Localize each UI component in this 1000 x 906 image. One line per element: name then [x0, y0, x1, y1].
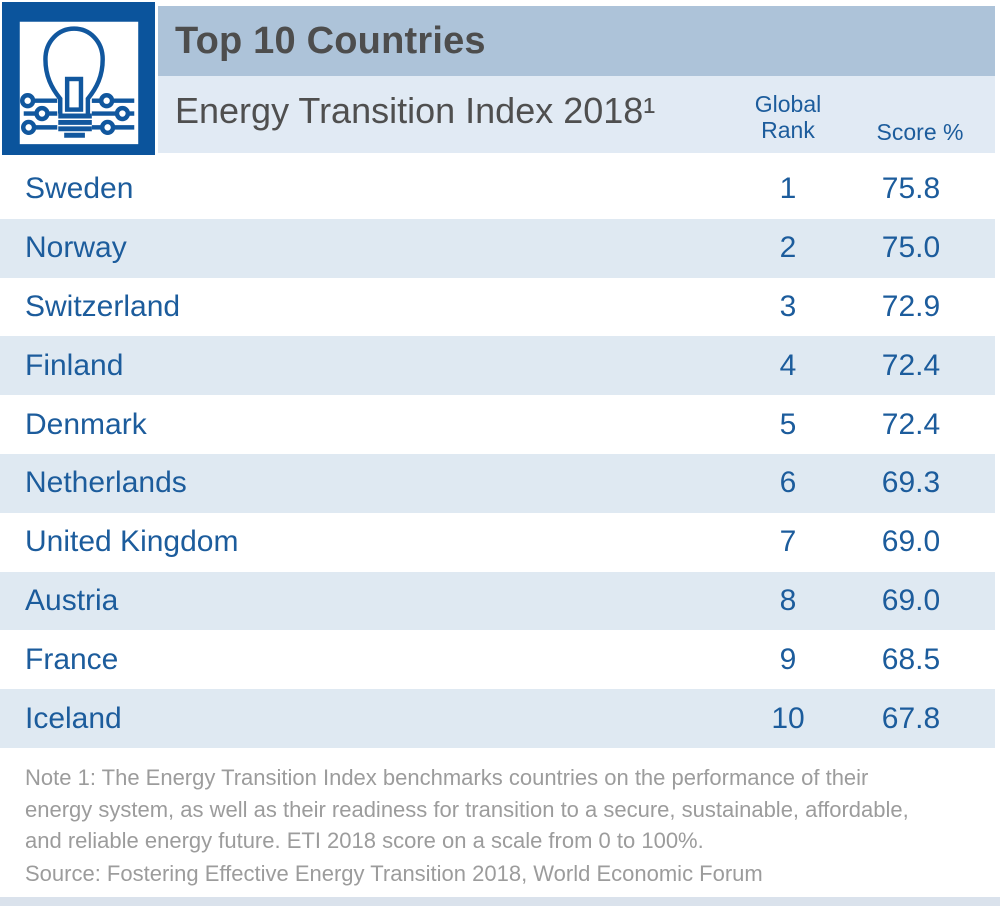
score-value: 68.5	[881, 642, 941, 676]
page-title: Top 10 Countries	[175, 19, 486, 62]
table-row: United Kingdom 7 69.0	[0, 513, 995, 572]
table-row: Austria 8 69.0	[0, 571, 995, 631]
country-name: France	[25, 642, 119, 676]
country-name: Sweden	[25, 172, 134, 206]
score-value: 69.0	[881, 583, 941, 617]
table-row: Norway 2 75.0	[0, 218, 995, 278]
note-line: Note 1: The Energy Transition Index benc…	[25, 765, 869, 790]
table-row: France 9 68.5	[0, 630, 995, 689]
score-value: 72.4	[881, 407, 941, 441]
table-row: Sweden 1 75.8	[0, 160, 995, 219]
note-line: and reliable energy future. ETI 2018 sco…	[25, 828, 704, 853]
country-table: Sweden 1 75.8 Norway 2 75.0 Switzerland …	[0, 160, 995, 748]
score-value: 75.8	[881, 172, 941, 206]
rank-value: 2	[779, 231, 797, 265]
table-row: Netherlands 6 69.3	[0, 453, 995, 513]
rank-value: 7	[779, 525, 797, 559]
country-name: United Kingdom	[25, 525, 239, 559]
note-line: energy system, as well as their readines…	[25, 796, 909, 822]
table-row: Denmark 5 72.4	[0, 395, 995, 454]
table-row: Switzerland 3 72.9	[0, 278, 995, 337]
bottom-strip	[0, 897, 1000, 906]
rank-value: 9	[779, 642, 797, 676]
country-name: Switzerland	[25, 289, 181, 323]
rank-value: 6	[779, 466, 797, 500]
country-name: Austria	[25, 583, 119, 617]
rank-value: 10	[771, 701, 805, 735]
rank-value: 3	[779, 289, 797, 323]
column-header-global-rank-line2: Rank	[761, 117, 815, 143]
country-name: Iceland	[25, 701, 122, 735]
table-row: Iceland 10 67.8	[0, 689, 995, 748]
rank-value: 8	[779, 583, 797, 617]
score-value: 75.0	[881, 231, 941, 265]
score-value: 72.9	[881, 289, 941, 323]
lightbulb-circuit-icon	[2, 2, 155, 155]
wef-energy-logo	[2, 2, 155, 155]
column-header-global-rank-line1: Global	[754, 91, 822, 117]
column-header-global-rank: Global Rank	[740, 91, 836, 143]
subtitle: Energy Transition Index 2018¹	[175, 89, 656, 131]
score-value: 69.0	[881, 525, 941, 559]
rank-value: 5	[779, 407, 797, 441]
rank-value: 4	[779, 348, 797, 382]
source-line: Source: Fostering Effective Energy Trans…	[25, 860, 763, 886]
country-name: Netherlands	[25, 466, 187, 500]
title-band: Top 10 Countries	[158, 6, 995, 76]
rank-value: 1	[779, 172, 797, 206]
country-name: Finland	[25, 348, 124, 382]
footnotes: Note 1: The Energy Transition Index benc…	[25, 762, 909, 889]
score-value: 69.3	[881, 466, 941, 500]
country-name: Norway	[25, 231, 127, 265]
subtitle-band: Energy Transition Index 2018¹	[158, 76, 995, 153]
column-header-score: Score %	[876, 119, 964, 145]
score-value: 72.4	[881, 348, 941, 382]
score-value: 67.8	[881, 701, 941, 735]
table-row: Finland 4 72.4	[0, 336, 995, 396]
country-name: Denmark	[25, 407, 147, 441]
